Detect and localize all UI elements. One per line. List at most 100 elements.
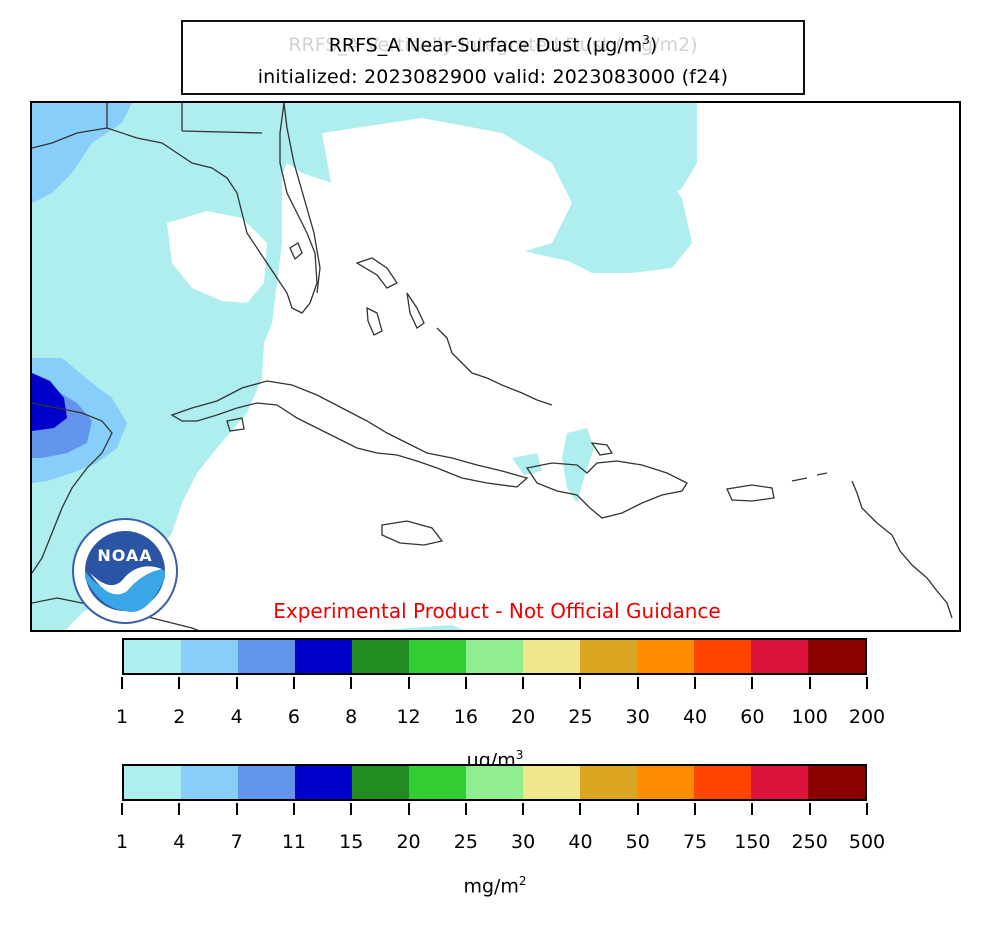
dust-map-canvas: NOAA Experimental Product - Not Official… <box>32 103 953 630</box>
colorbar-integrated-unit: mg/m2 <box>0 874 990 897</box>
colorbar-integrated-segment-12 <box>808 766 865 799</box>
title-line-1-superscript: 3 <box>642 33 650 47</box>
map-title-box: RRFS_A Vertically Integrated Dust (mg/m2… <box>181 20 805 95</box>
colorbar-concentration-segment-2 <box>238 640 295 673</box>
clear-area-atlantic-north <box>322 118 572 258</box>
colorbar-integrated-tick <box>751 803 754 815</box>
colorbar-integrated-tick-label: 75 <box>682 831 708 853</box>
colorbar-concentration-segment-4 <box>352 640 409 673</box>
colorbar-integrated-ticks <box>121 803 868 815</box>
colorbar-integrated-segment-3 <box>295 766 352 799</box>
colorbar-concentration-segment-5 <box>409 640 466 673</box>
colorbar-concentration-tick <box>636 677 639 689</box>
coast-turks-caicos <box>590 442 614 456</box>
colorbar-integrated-tick-label: 15 <box>339 831 364 853</box>
colorbar-integrated-tick <box>866 803 868 815</box>
noaa-logo: NOAA <box>72 518 178 624</box>
colorbar-concentration-tick-label: 20 <box>511 706 536 728</box>
colorbar-integrated-tick <box>464 803 467 815</box>
colorbar-integrated-segment-7 <box>523 766 580 799</box>
colorbar-concentration-segment-3 <box>295 640 352 673</box>
colorbar-integrated-tick-label: 30 <box>511 831 536 853</box>
disclaimer-text: Experimental Product - Not Official Guid… <box>273 599 720 623</box>
colorbar-concentration-labels: 1 2 4 6 8 12 16 20 25 30 40 60 100 200 <box>116 706 885 730</box>
title-line-1-text: RRFS_A Near-Surface Dust (µg/m <box>328 34 643 57</box>
colorbar-integrated-segment-9 <box>637 766 694 799</box>
coast-state-line <box>106 103 263 134</box>
colorbar-integrated-tick-label: 20 <box>396 831 421 853</box>
colorbar-integrated-tick <box>121 803 123 815</box>
colorbar-integrated-tick-label: 7 <box>230 831 243 853</box>
colorbar-integrated-tick <box>407 803 410 815</box>
colorbar-integrated-tick-label: 4 <box>173 831 186 853</box>
coast-bahamas-andros <box>366 306 383 336</box>
colorbar-concentration-tick <box>579 677 582 689</box>
colorbar-concentration-tick <box>522 677 525 689</box>
integrated-unit-text: mg/m <box>463 875 519 898</box>
colorbar-concentration-tick-label: 30 <box>625 706 650 728</box>
colorbar-concentration-tick <box>235 677 238 689</box>
colorbar-integrated-segment-5 <box>409 766 466 799</box>
colorbar-integrated-segment-11 <box>751 766 808 799</box>
colorbar-concentration-tick <box>178 677 181 689</box>
dust-shading-light-patch-3 <box>382 625 464 630</box>
coast-isle-of-youth <box>226 417 245 432</box>
coast-hispaniola <box>525 460 688 519</box>
dust-shading-light-patch-2 <box>512 453 542 475</box>
colorbar-integrated-tick-label: 25 <box>453 831 478 853</box>
integrated-unit-superscript: 2 <box>518 874 527 888</box>
colorbar-concentration-tick-label: 100 <box>791 706 828 728</box>
colorbar-concentration-segment-1 <box>181 640 238 673</box>
colorbar-integrated-tick-label: 500 <box>848 831 886 853</box>
colorbar-concentration-tick-label: 60 <box>740 706 765 728</box>
colorbar-concentration-tick <box>751 677 754 689</box>
colorbar-concentration-tick <box>464 677 467 689</box>
clear-area-gulf <box>167 211 267 303</box>
colorbar-concentration-segment-12 <box>808 640 865 673</box>
colorbar-integrated-tick <box>235 803 238 815</box>
colorbar-integrated-segment-0 <box>124 766 181 799</box>
colorbar-integrated-segment-10 <box>694 766 751 799</box>
colorbar-concentration-segment-6 <box>466 640 523 673</box>
colorbar-concentration-tick-label: 25 <box>568 706 593 728</box>
colorbar-concentration-tick <box>866 677 868 689</box>
colorbar-concentration-tick-label: 12 <box>396 706 421 728</box>
colorbar-integrated-tick-label: 250 <box>791 831 828 853</box>
colorbar-integrated <box>122 764 867 801</box>
colorbar-concentration-tick <box>694 677 697 689</box>
colorbar-integrated-tick <box>636 803 639 815</box>
coast-virgin-islands <box>791 472 828 482</box>
colorbar-concentration-tick-label: 2 <box>173 706 186 728</box>
colorbar-concentration-segment-7 <box>523 640 580 673</box>
overlapping-ghost-title: RRFS_A Vertically Integrated Dust (mg/m2… <box>288 34 698 56</box>
coast-mexico <box>32 402 113 574</box>
coast-jamaica <box>381 520 444 546</box>
colorbar-integrated-tick-label: 40 <box>568 831 593 853</box>
coast-puerto-rico <box>726 484 775 502</box>
colorbar-integrated-tick <box>694 803 697 815</box>
colorbar-integrated-tick-label: 1 <box>115 831 129 853</box>
colorbar-integrated-segment-1 <box>181 766 238 799</box>
colorbar-integrated-segment-4 <box>352 766 409 799</box>
colorbar-integrated-segment-8 <box>580 766 637 799</box>
colorbar-concentration-tick-label: 1 <box>115 706 129 728</box>
title-line-1: RRFS_A Near-Surface Dust (µg/m3) <box>183 33 803 56</box>
dust-map: NOAA Experimental Product - Not Official… <box>30 101 961 632</box>
colorbar-integrated-segment-2 <box>238 766 295 799</box>
coast-cuba <box>170 380 529 488</box>
colorbar-integrated-tick <box>522 803 525 815</box>
colorbar-integrated-tick-label: 50 <box>625 831 650 853</box>
coast-bahamas-eleuthera <box>406 292 425 329</box>
title-line-1-suffix: ) <box>649 34 658 57</box>
colorbar-concentration-tick <box>407 677 410 689</box>
colorbar-concentration-tick-label: 4 <box>230 706 243 728</box>
coast-bahamas-abaco <box>355 257 398 289</box>
coast-florida-east <box>283 103 321 294</box>
colorbar-concentration-tick-label: 40 <box>682 706 708 728</box>
colorbar-concentration-segment-9 <box>637 640 694 673</box>
colorbar-integrated-segment-6 <box>466 766 523 799</box>
coast-bahamas-chain <box>436 327 553 406</box>
colorbar-integrated-tick <box>350 803 353 815</box>
colorbar-concentration-tick <box>292 677 295 689</box>
dust-shading-highest <box>32 373 67 431</box>
